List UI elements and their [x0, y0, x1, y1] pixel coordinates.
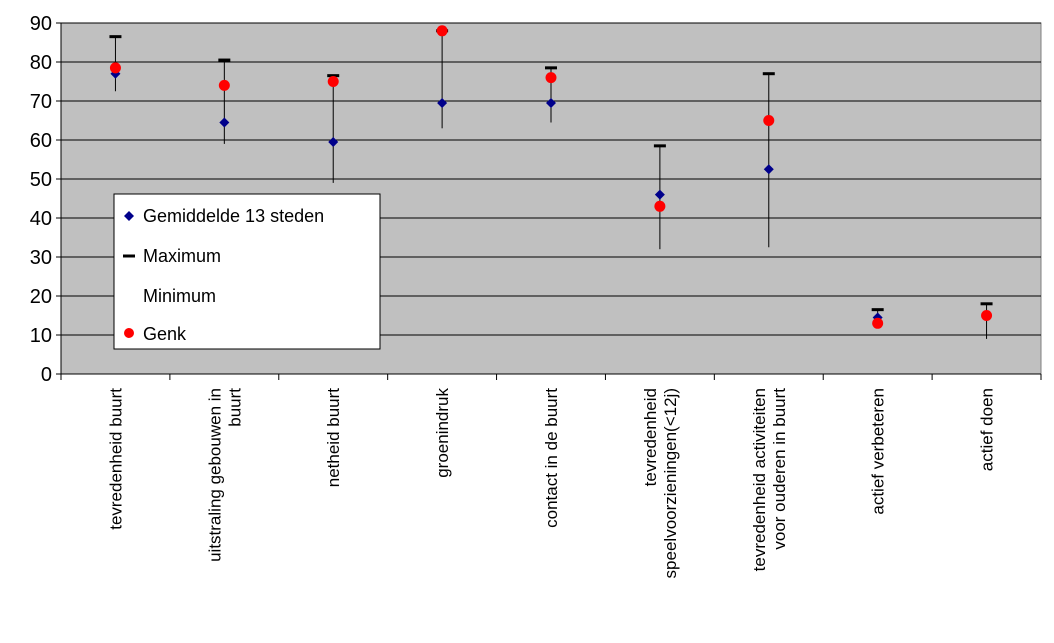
- y-tick-label: 30: [30, 247, 52, 269]
- genk-marker: [654, 200, 666, 212]
- gemiddelde-marker: [546, 97, 556, 108]
- x-category-label: voor ouderen in buurt: [770, 388, 789, 550]
- legend-label-gemiddelde: Gemiddelde 13 steden: [143, 206, 324, 226]
- genk-marker: [436, 25, 448, 37]
- x-category-label: tevredenheid activiteiten: [750, 388, 769, 571]
- gemiddelde-marker: [328, 136, 339, 147]
- genk-marker: [763, 115, 775, 126]
- legend: Gemiddelde 13 steden Maximum Minimum Gen…: [113, 193, 381, 350]
- y-tick-label: 20: [30, 286, 52, 308]
- x-category-label: uitstraling gebouwen in: [205, 388, 224, 562]
- x-category-label: netheid buurt: [324, 388, 343, 488]
- legend-label-maximum: Maximum: [143, 246, 221, 266]
- gemiddelde-marker: [654, 189, 665, 200]
- y-tick-label: 40: [30, 208, 52, 230]
- genk-marker: [981, 310, 993, 321]
- y-tick-label: 0: [41, 364, 52, 386]
- x-category-label: tevredenheid: [641, 388, 660, 486]
- genk-marker: [872, 317, 884, 329]
- genk-marker: [545, 72, 557, 84]
- x-category-label: actief verbeteren: [869, 388, 888, 515]
- genk-marker: [109, 62, 121, 74]
- y-tick-label: 90: [30, 13, 52, 35]
- y-tick-label: 10: [30, 325, 52, 347]
- x-category-label: tevredenheid buurt: [106, 388, 125, 530]
- y-tick-label: 70: [30, 91, 52, 113]
- genk-marker: [218, 79, 230, 91]
- legend-marker-genk: [124, 328, 134, 338]
- y-tick-label: 50: [30, 169, 52, 191]
- gemiddelde-marker: [763, 164, 774, 175]
- gemiddelde-marker: [437, 97, 448, 108]
- legend-label-genk: Genk: [143, 324, 187, 344]
- genk-marker: [327, 76, 339, 87]
- legend-box: [113, 193, 381, 350]
- y-tick-label: 60: [30, 130, 52, 152]
- x-axis: tevredenheid buurt uitstraling gebouwen i…: [60, 373, 1042, 578]
- gemiddelde-marker: [219, 117, 230, 128]
- y-axis: 0 10 20 30 40 50 60 70 80 90: [30, 13, 62, 386]
- y-tick-label: 80: [30, 52, 52, 74]
- x-category-label: actief doen: [978, 388, 997, 471]
- data-marks: [109, 25, 993, 339]
- x-category-label: groenindruk: [433, 388, 452, 478]
- legend-marker-gemiddelde: [124, 211, 134, 221]
- legend-label-minimum: Minimum: [143, 286, 216, 306]
- x-category-label: buurt: [225, 388, 244, 427]
- x-category-label: contact in de buurt: [542, 388, 561, 528]
- x-category-label: speelvoorzieningen(<12j): [661, 388, 680, 578]
